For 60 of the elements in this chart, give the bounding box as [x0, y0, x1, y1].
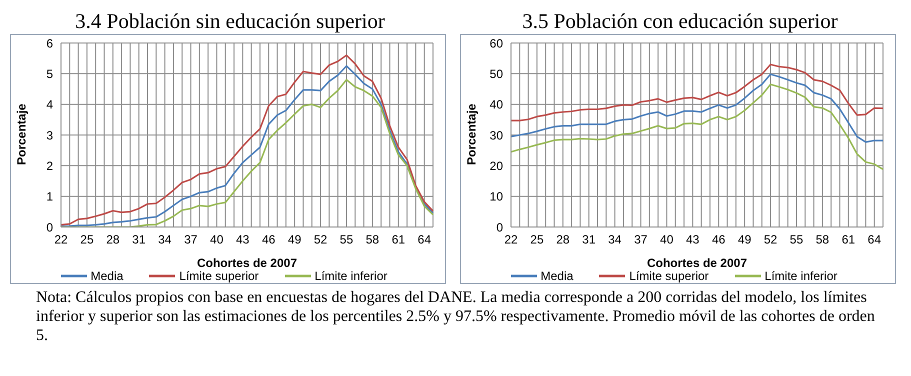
x-tick-label: 40 [210, 232, 224, 247]
x-tick-label: 46 [712, 232, 726, 247]
x-tick-label: 61 [842, 232, 856, 247]
y-tick-label: 0 [46, 220, 54, 234]
text: Nota: Cálculos propios con base en encuestas de hogares del DANE. La media corresponde a 200 corridas del modelo, los límites inferior y superior son las estimaciones de los percentiles 2.5% y 97.5% respectivamente. Promedio móvil de las cohortes de orden 5. [35, 288, 876, 345]
x-tick-label: 37 [184, 232, 198, 247]
legend-label: Límite superior [628, 269, 709, 283]
x-tick-label: 55 [340, 232, 354, 247]
y-tick-label: 3 [46, 128, 54, 142]
y-tick-label: 4 [46, 98, 54, 112]
x-tick-label: 28 [556, 232, 570, 247]
x-tick-label: 25 [80, 232, 94, 247]
x-tick-label: 43 [686, 232, 700, 247]
x-tick-label: 22 [504, 232, 518, 247]
x-tick-label: 49 [288, 232, 302, 247]
chart-title: 3.4 Población sin educación superior [74, 8, 386, 34]
line-series [510, 84, 884, 170]
y-tick-label: 50 [490, 66, 504, 81]
x-axis-title: Cohortes de 2007 [196, 256, 298, 270]
x-tick-label: 58 [816, 232, 830, 247]
x-tick-label: 22 [54, 232, 68, 247]
x-tick-label: 49 [738, 232, 752, 247]
x-tick-label: 58 [366, 232, 380, 247]
x-tick-label: 46 [262, 232, 276, 247]
x-tick-label: 61 [392, 232, 406, 247]
legend-label: Límite superior [178, 269, 259, 283]
x-tick-label: 25 [530, 232, 544, 247]
legend-label: Media [90, 269, 124, 283]
x-tick-label: 52 [314, 232, 328, 247]
y-tick-label: 40 [490, 98, 504, 112]
x-tick-label: 28 [106, 232, 120, 247]
x-tick-label: 43 [236, 232, 250, 247]
line-series [510, 64, 884, 122]
y-axis-title: Porcentaje [14, 103, 28, 165]
x-tick-label: 31 [132, 232, 146, 247]
y-tick-label: 6 [46, 36, 54, 50]
x-tick-label: 55 [790, 232, 804, 247]
x-tick-label: 34 [608, 232, 622, 247]
x-axis-title: Cohortes de 2007 [646, 256, 748, 270]
y-tick-label: 20 [490, 158, 504, 173]
legend-label: Media [540, 269, 574, 283]
y-tick-label: 1 [46, 190, 54, 204]
y-tick-label: 2 [46, 158, 54, 173]
line-series [510, 73, 884, 143]
x-tick-label: 64 [418, 232, 432, 247]
y-tick-label: 5 [46, 66, 54, 81]
legend-label: Límite inferior [314, 269, 388, 283]
x-tick-label: 34 [158, 232, 172, 247]
x-tick-label: 31 [582, 232, 596, 247]
x-tick-label: 64 [868, 232, 882, 247]
y-tick-label: 60 [490, 36, 504, 50]
y-tick-label: 30 [490, 128, 504, 142]
legend-label: Límite inferior [764, 269, 838, 283]
y-tick-label: 10 [490, 190, 504, 204]
y-axis-title: Porcentaje [464, 103, 478, 165]
y-tick-label: 0 [496, 220, 504, 234]
x-tick-label: 52 [764, 232, 778, 247]
x-tick-label: 37 [634, 232, 648, 247]
x-tick-label: 40 [660, 232, 674, 247]
chart-title: 3.5 Población con educación superior [521, 8, 839, 34]
